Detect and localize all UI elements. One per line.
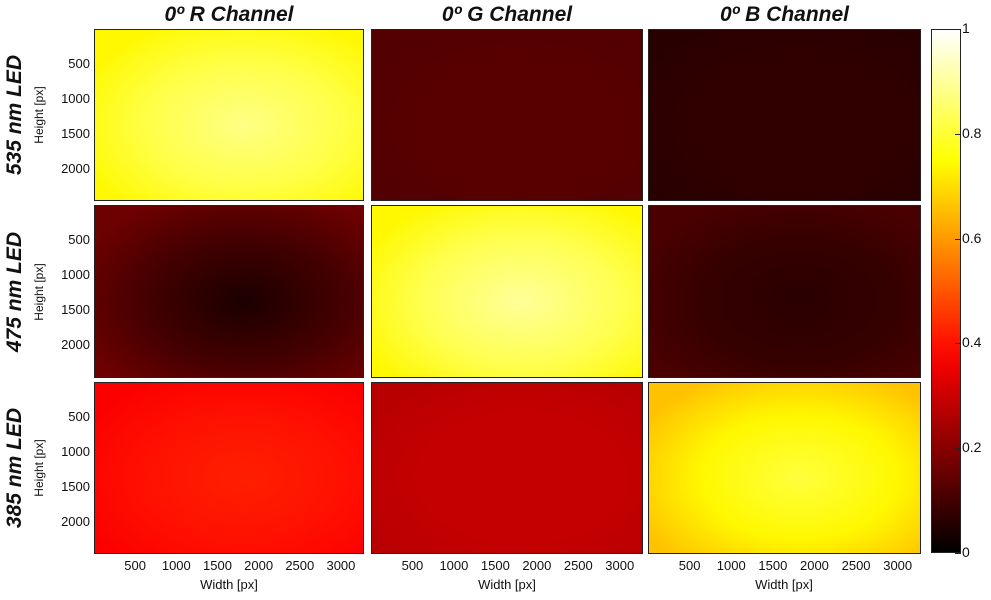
y-tick-label: 1000: [61, 267, 90, 283]
x-tick-label: 3000: [605, 558, 635, 573]
y-tick-label: 500: [68, 55, 90, 71]
x-tick-label: 1000: [161, 558, 191, 573]
x-axis-label-col1: Width [px]: [200, 577, 258, 592]
y-tick-label: 1500: [61, 478, 90, 494]
y-axis-label-row1: Height [px]: [32, 86, 46, 144]
x-axis-label-col3: Width [px]: [755, 577, 813, 592]
column-title-b: 0º B Channel: [719, 3, 850, 26]
heatmap-cell-r3c2: [372, 383, 642, 553]
colorbar-tick-mark: [955, 553, 961, 554]
x-tick-label: 500: [124, 558, 146, 573]
heatmap-panel-r3c1: [94, 382, 364, 554]
heatmap-panel-r2c3: [648, 205, 921, 378]
heatmap-panel-r1c3: [648, 29, 921, 201]
y-axis-label-row2: Height [px]: [32, 262, 46, 321]
colorbar-tick-mark: [955, 133, 961, 135]
colorbar-tick-label: 1: [962, 20, 970, 36]
row-title-475: 475 nm LED: [3, 231, 26, 352]
heatmap-panel-r2c1: [94, 205, 364, 378]
heatmap-panel-r3c3: [648, 382, 921, 554]
x-tick-label: 2000: [244, 558, 274, 573]
colorbar-tick-mark: [955, 343, 961, 345]
x-tick-label: 1000: [439, 558, 469, 573]
heatmap-cell-r2c1: [95, 206, 363, 377]
y-axis-label-row3: Height [px]: [32, 439, 46, 497]
heatmap-cell-r3c1: [95, 383, 363, 553]
row-title-385: 385 nm LED: [3, 407, 26, 529]
heatmap-cell-r2c2: [372, 206, 642, 377]
colorbar-tick-mark: [955, 448, 961, 450]
heatmap-cell-r1c3: [649, 30, 920, 200]
y-tick-label: 1500: [61, 125, 90, 141]
colorbar-tick-label: 0.4: [962, 334, 982, 351]
colorbar: [931, 29, 961, 553]
colorbar-tick-label: 0.2: [962, 439, 982, 456]
x-tick-label: 2500: [841, 558, 871, 573]
y-tick-label: 1500: [61, 302, 90, 318]
heatmap-cell-r1c2: [372, 30, 642, 200]
column-title-g: 0º G Channel: [441, 3, 573, 26]
x-tick-label: 3000: [326, 558, 356, 573]
colorbar-tick-mark: [955, 238, 961, 240]
x-tick-label: 2000: [799, 558, 829, 573]
row-title-535: 535 nm LED: [3, 54, 26, 176]
colorbar-tick-label: 0: [962, 544, 970, 560]
y-tick-label: 2000: [61, 337, 90, 353]
y-tick-label: 1000: [61, 90, 90, 106]
y-tick-label: 500: [68, 232, 90, 248]
y-tick-label: 2000: [61, 513, 90, 529]
x-tick-label: 3000: [883, 558, 913, 573]
heatmap-panel-r2c2: [371, 205, 643, 378]
heatmap-cell-r2c3: [649, 206, 920, 377]
y-tick-label: 2000: [61, 160, 90, 176]
y-tick-label: 1000: [61, 443, 90, 459]
y-tick-label: 500: [68, 408, 90, 424]
x-tick-label: 1500: [758, 558, 788, 573]
x-tick-label: 2500: [285, 558, 315, 573]
x-tick-label: 500: [401, 558, 424, 573]
heatmap-panel-r1c1: [94, 29, 364, 201]
colorbar-tick-mark: [955, 29, 961, 30]
x-tick-label: 1500: [480, 558, 510, 573]
x-tick-label: 2500: [563, 558, 593, 573]
x-tick-label: 1500: [203, 558, 232, 573]
x-tick-label: 500: [678, 558, 701, 573]
column-title-r: 0º R Channel: [164, 3, 294, 26]
colorbar-tick-label: 0.8: [962, 124, 982, 141]
heatmap-cell-r1c1: [95, 30, 363, 200]
heatmap-panel-r1c2: [371, 29, 643, 201]
colorbar-tick-label: 0.6: [962, 229, 982, 246]
heatmap-cell-r3c3: [649, 383, 920, 553]
x-axis-label-col2: Width [px]: [478, 577, 536, 592]
x-tick-label: 1000: [716, 558, 746, 573]
x-tick-label: 2000: [522, 558, 552, 573]
heatmap-panel-r3c2: [371, 382, 643, 554]
